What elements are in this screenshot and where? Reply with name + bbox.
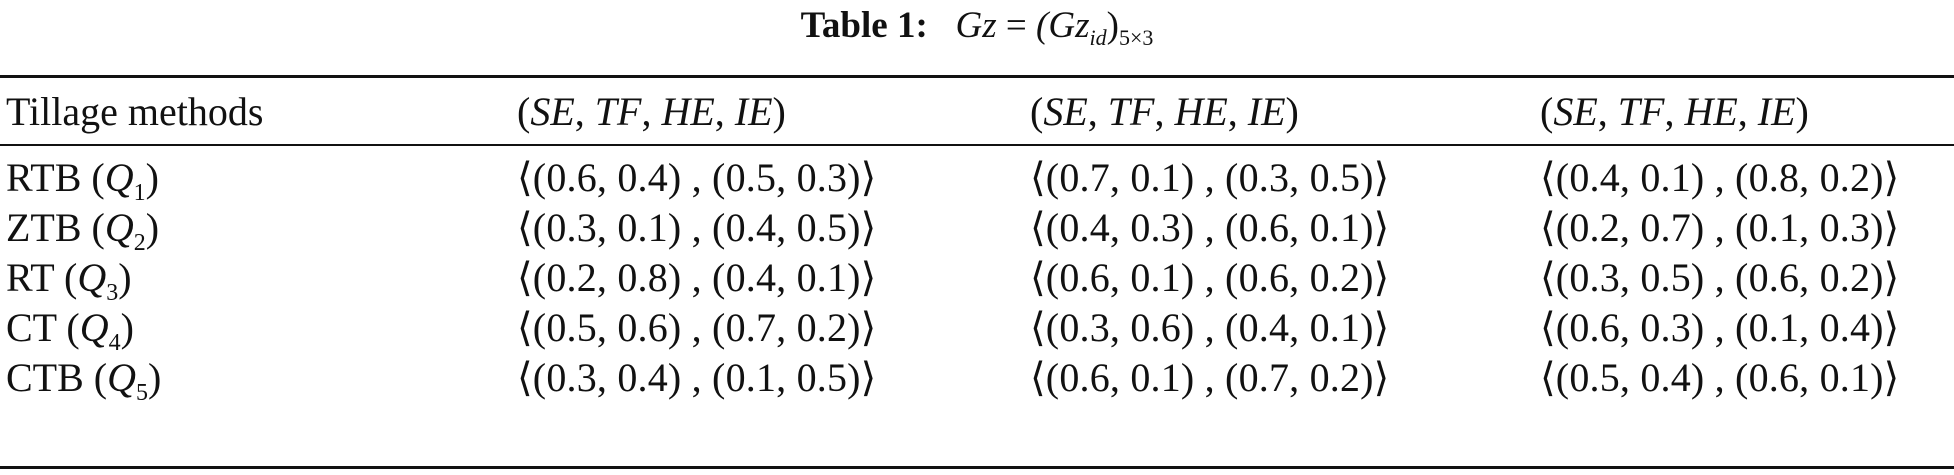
- alternative-index: 5: [136, 380, 149, 406]
- row-label-rtb: RTB (Q1): [6, 155, 159, 206]
- criterion-se: SE: [1043, 89, 1088, 134]
- alternative-symbol: Q: [77, 255, 107, 300]
- table-cell: ⟨(0.6, 0.3) , (0.1, 0.4)⟩: [1540, 305, 1900, 350]
- alternative-name: CTB: [6, 355, 84, 400]
- table-cell: ⟨(0.4, 0.1) , (0.8, 0.2)⟩: [1540, 155, 1900, 200]
- table-header-rule: [0, 144, 1954, 146]
- header-tillage-methods: Tillage methods: [6, 89, 264, 134]
- table-cell: ⟨(0.3, 0.4) , (0.1, 0.5)⟩: [517, 355, 877, 400]
- alternative-name: CT: [6, 305, 57, 350]
- table-caption: Table 1: Gz = (Gzid)5×3: [0, 2, 1954, 62]
- table-cell: ⟨(0.2, 0.8) , (0.4, 0.1)⟩: [517, 255, 877, 300]
- criterion-he: HE: [661, 89, 715, 134]
- criterion-ie: IE: [1247, 89, 1286, 134]
- table-cell: ⟨(0.6, 0.1) , (0.7, 0.2)⟩: [1030, 355, 1390, 400]
- table-cell: ⟨(0.2, 0.7) , (0.1, 0.3)⟩: [1540, 205, 1900, 250]
- alternative-index: 3: [106, 280, 119, 306]
- formula-close: ): [1106, 5, 1119, 46]
- alternative-index: 2: [133, 230, 146, 256]
- alternative-symbol: Q: [79, 305, 109, 350]
- table-cell: ⟨(0.3, 0.5) , (0.6, 0.2)⟩: [1540, 255, 1900, 300]
- alternative-name: RTB: [6, 155, 82, 200]
- table-bottom-rule: [0, 466, 1954, 469]
- formula-rhs: (Gz: [1036, 5, 1090, 46]
- row-label-ctb: CTB (Q5): [6, 355, 162, 406]
- formula-equals: =: [1005, 5, 1027, 46]
- row-label-ct: CT (Q4): [6, 305, 134, 356]
- table-top-rule: [0, 75, 1954, 78]
- alternative-symbol: Q: [107, 355, 137, 400]
- alternative-name: RT: [6, 255, 54, 300]
- row-label-ztb: ZTB (Q2): [6, 205, 160, 256]
- table-cell: ⟨(0.3, 0.1) , (0.4, 0.5)⟩: [517, 205, 877, 250]
- criterion-tf: TF: [1107, 89, 1155, 134]
- criterion-tf: TF: [1617, 89, 1665, 134]
- table-cell: ⟨(0.5, 0.4) , (0.6, 0.1)⟩: [1540, 355, 1900, 400]
- header-criteria-group-1: (SE, TF, HE, IE): [517, 89, 786, 134]
- table-cell: ⟨(0.6, 0.4) , (0.5, 0.3)⟩: [517, 155, 877, 200]
- table-cell: ⟨(0.4, 0.3) , (0.6, 0.1)⟩: [1030, 205, 1390, 250]
- caption-label: Table 1:: [800, 5, 928, 46]
- criterion-ie: IE: [734, 89, 773, 134]
- caption-formula: Gz = (Gzid)5×3: [937, 5, 1154, 50]
- alternative-symbol: Q: [104, 205, 134, 250]
- header-criteria-group-3: (SE, TF, HE, IE): [1540, 89, 1809, 134]
- alternative-index: 4: [108, 330, 121, 356]
- criterion-he: HE: [1174, 89, 1228, 134]
- criterion-se: SE: [1553, 89, 1598, 134]
- criterion-ie: IE: [1757, 89, 1796, 134]
- table-cell: ⟨(0.7, 0.1) , (0.3, 0.5)⟩: [1030, 155, 1390, 200]
- alternative-name: ZTB: [6, 205, 82, 250]
- criterion-tf: TF: [594, 89, 642, 134]
- criterion-he: HE: [1684, 89, 1738, 134]
- formula-subscript: id: [1089, 25, 1107, 50]
- row-label-rt: RT (Q3): [6, 255, 132, 306]
- alternative-symbol: Q: [104, 155, 134, 200]
- table-cell: ⟨(0.5, 0.6) , (0.7, 0.2)⟩: [517, 305, 877, 350]
- header-criteria-group-2: (SE, TF, HE, IE): [1030, 89, 1299, 134]
- formula-dimension: 5×3: [1118, 25, 1154, 50]
- table-cell: ⟨(0.3, 0.6) , (0.4, 0.1)⟩: [1030, 305, 1390, 350]
- criterion-se: SE: [530, 89, 575, 134]
- alternative-index: 1: [133, 180, 146, 206]
- table-cell: ⟨(0.6, 0.1) , (0.6, 0.2)⟩: [1030, 255, 1390, 300]
- formula-lhs: Gz: [955, 5, 997, 46]
